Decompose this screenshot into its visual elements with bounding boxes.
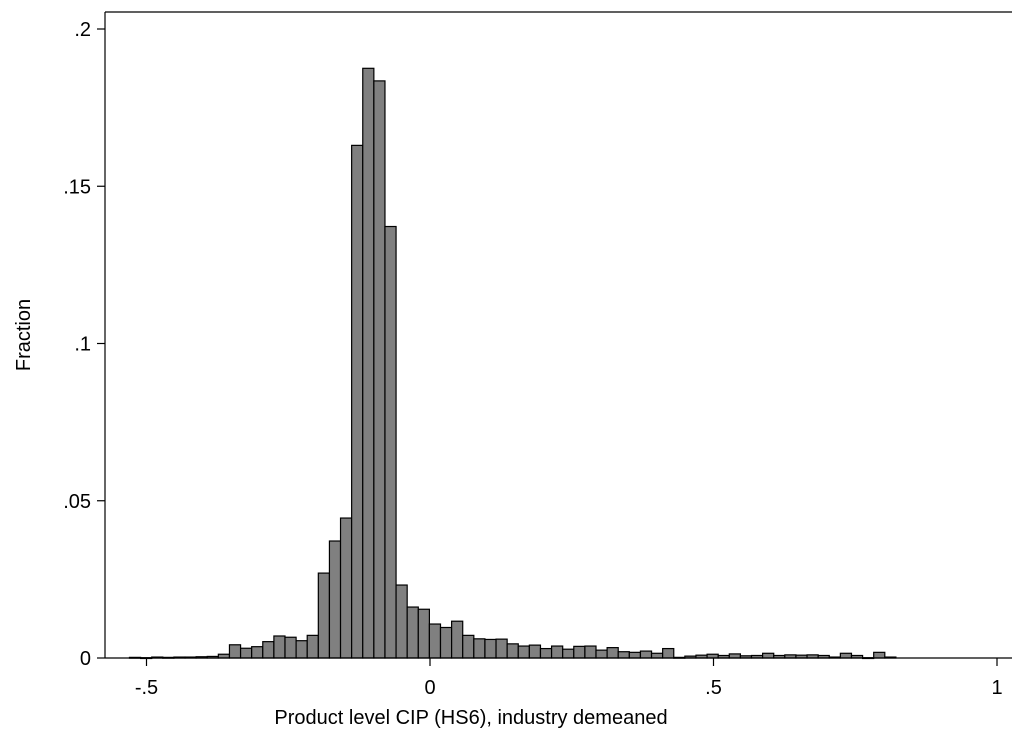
histogram-bar <box>839 652 853 659</box>
histogram-bar <box>617 651 630 659</box>
histogram-bar <box>662 647 675 659</box>
histogram-bar <box>317 572 331 659</box>
histogram-bar <box>239 647 253 659</box>
histogram-bar <box>628 651 642 659</box>
y-tick-label: .05 <box>63 491 91 513</box>
x-tick-label: 0 <box>424 677 435 699</box>
histogram-bar <box>517 645 530 659</box>
histogram-bar <box>539 647 553 659</box>
x-axis-ticks: -.5 0 .5 1 <box>135 658 1003 699</box>
x-tick-label: 1 <box>991 677 1002 699</box>
histogram-bar <box>362 67 375 659</box>
histogram-bar <box>373 80 386 659</box>
histogram-bar <box>473 638 486 659</box>
histogram-bar <box>339 517 353 659</box>
histogram-bar <box>573 645 586 659</box>
histogram-bar <box>406 606 419 659</box>
histogram-bar <box>528 644 542 659</box>
histogram-bar <box>395 584 408 659</box>
y-axis-title: Fraction <box>13 299 35 371</box>
histogram-bars <box>128 67 897 660</box>
histogram-bar <box>295 640 308 659</box>
histogram-bar <box>506 643 519 659</box>
histogram-bar <box>595 649 608 659</box>
histogram-bar <box>639 650 653 659</box>
y-tick-label: .2 <box>74 19 91 41</box>
x-tick-label: -.5 <box>135 677 158 699</box>
histogram-bar <box>328 540 342 659</box>
histogram-bar <box>606 647 619 659</box>
histogram-bar <box>495 638 508 659</box>
histogram-bar <box>873 651 886 659</box>
histogram-bar <box>417 608 431 659</box>
x-tick-label: .5 <box>705 677 722 699</box>
histogram-bar <box>462 634 475 659</box>
y-tick-label: 0 <box>80 648 91 670</box>
histogram-bar <box>273 635 286 659</box>
histogram-bar <box>251 646 264 659</box>
x-axis-title: Product level CIP (HS6), industry demean… <box>274 707 667 729</box>
histogram-bar <box>484 638 497 659</box>
histogram-bar <box>762 652 775 659</box>
histogram-bar <box>306 634 319 659</box>
histogram-bar <box>728 653 742 659</box>
histogram-bar <box>550 645 564 659</box>
histogram-bar <box>262 641 275 659</box>
histogram-bar <box>284 636 297 659</box>
histogram-bar <box>228 644 242 659</box>
y-axis-ticks: 0 .05 .1 .15 .2 <box>63 19 105 670</box>
histogram-bar <box>584 645 597 659</box>
histogram-bar <box>384 225 397 659</box>
histogram-bar <box>351 144 364 659</box>
histogram-bar <box>451 620 464 659</box>
histogram-bar <box>562 648 575 659</box>
histogram-bar <box>439 626 453 659</box>
histogram-bar <box>428 623 442 659</box>
histogram-bar <box>650 652 664 659</box>
y-tick-label: .15 <box>63 176 91 198</box>
y-tick-label: .1 <box>74 334 91 356</box>
